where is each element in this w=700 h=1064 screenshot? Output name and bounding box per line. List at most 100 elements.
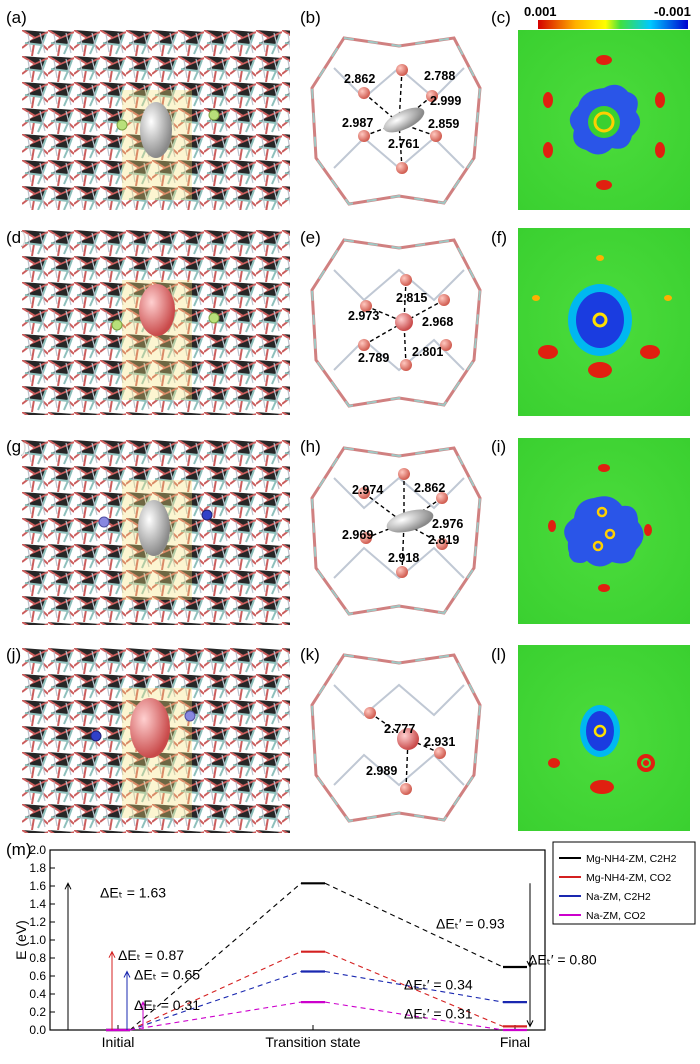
charge-density-map-i: [518, 438, 690, 624]
x-tick-label: Initial: [102, 1034, 135, 1050]
na-cation-icon: [90, 730, 102, 742]
mg-cation-icon: [208, 312, 220, 324]
distance-label: 2.859: [428, 117, 459, 131]
y-tick-label: 1.8: [29, 861, 46, 875]
panel-label-l: (l): [491, 645, 507, 664]
co2-molecule-icon: [139, 284, 175, 336]
distance-label: 2.761: [388, 137, 419, 151]
colorbar-left-label: 0.001: [524, 4, 557, 19]
panel-label-k: (k): [300, 645, 320, 664]
distance-label: 2.973: [348, 309, 379, 323]
y-axis-label: E (eV): [13, 920, 29, 960]
panel-label-c: (c): [491, 8, 511, 27]
colorbar-right-label: -0.001: [654, 4, 691, 19]
cage-structure-b: 2.862 2.788 2.999 2.987 2.859 2.761: [310, 36, 482, 206]
cage-structure-e: 2.815 2.973 2.968 2.789 2.801: [310, 238, 482, 408]
distance-label: 2.987: [342, 116, 373, 130]
delta-e-annotation: ΔEₜ′ = 0.34: [404, 977, 473, 993]
delta-e-annotation: ΔEₜ = 1.63: [100, 885, 166, 901]
delta-e-annotation: ΔEₜ′ = 0.93: [436, 915, 505, 931]
na-cation-icon: [184, 710, 196, 722]
distance-label: 2.788: [424, 69, 455, 83]
legend-entry: Mg-NH4-ZM, C2H2: [586, 853, 677, 865]
y-tick-label: 0.4: [29, 987, 46, 1001]
c2h2-molecule-icon: [386, 509, 434, 533]
energy-series: [106, 1001, 527, 1032]
distance-label: 2.999: [430, 94, 461, 108]
y-tick-label: 0.2: [29, 1005, 46, 1019]
path-segment: [129, 882, 302, 1031]
legend-entry: Na-ZM, C2H2: [586, 891, 651, 903]
panel-label-h: (h): [300, 437, 321, 456]
charge-density-map-f: [518, 228, 690, 416]
y-tick-label: 2.0: [29, 843, 46, 857]
arrow-head: [64, 882, 72, 890]
y-tick-label: 1.6: [29, 879, 46, 893]
y-tick-label: 0.0: [29, 1023, 46, 1037]
distance-label: 2.974: [352, 483, 383, 497]
arrow-head: [526, 1020, 534, 1028]
x-tick-label: Final: [500, 1034, 530, 1050]
panel-label-d: (d): [6, 228, 27, 247]
delta-e-annotation: ΔEₜ = 0.87: [118, 947, 184, 963]
legend-entry: Mg-NH4-ZM, CO2: [586, 872, 671, 884]
delta-e-annotation: ΔEₜ′ = 0.80: [528, 951, 597, 967]
plot-frame: [49, 849, 546, 1031]
path-segment: [129, 951, 302, 1031]
distance-label: 2.815: [396, 291, 427, 305]
distance-label: 2.777: [384, 722, 415, 736]
panel-label-a: (a): [6, 8, 27, 27]
distance-label: 2.862: [414, 481, 445, 495]
panel-label-b: (b): [300, 8, 321, 27]
co2-molecule-icon: [130, 698, 170, 758]
distance-label: 2.968: [422, 315, 453, 329]
y-tick-label: 1.2: [29, 915, 46, 929]
distance-label: 2.819: [428, 533, 459, 547]
distance-label: 2.862: [344, 72, 375, 86]
distance-label: 2.801: [412, 345, 443, 359]
cage-structure-h: 2.974 2.862 2.969 2.976 2.819 2.918: [310, 446, 482, 616]
co2-molecule-icon: [395, 313, 413, 331]
legend-entry: Na-ZM, CO2: [586, 910, 646, 922]
path-segment: [324, 970, 504, 1003]
delta-e-annotation: ΔEₜ = 0.31: [134, 997, 200, 1013]
c2h2-molecule-icon: [383, 107, 425, 133]
energy-series: [106, 970, 527, 1032]
y-tick-label: 0.8: [29, 951, 46, 965]
y-tick-label: 1.0: [29, 933, 46, 947]
path-segment: [324, 1001, 504, 1031]
charge-density-map-l: [518, 645, 690, 831]
c2h2-molecule-icon: [140, 102, 172, 158]
chart-legend: Mg-NH4-ZM, C2H2 Mg-NH4-ZM, CO2 Na-ZM, C2H2…: [552, 841, 696, 925]
arrow-head: [123, 970, 131, 978]
panel-label-j: (j): [6, 645, 22, 664]
mg-cation-icon: [111, 319, 123, 331]
colorbar-gradient: [538, 20, 688, 29]
framework-structure-d: [22, 230, 290, 415]
delta-e-annotation: ΔEₜ′ = 0.31: [404, 1005, 473, 1021]
path-segment: [324, 882, 504, 968]
panel-label-g: (g): [6, 437, 27, 456]
delta-e-annotation: ΔEₜ = 0.65: [134, 967, 200, 983]
na-cation-icon: [201, 509, 213, 521]
distance-label: 2.976: [432, 517, 463, 531]
co2-molecule-icon: [397, 728, 419, 750]
y-tick-label: 0.6: [29, 969, 46, 983]
framework-structure-g: [22, 440, 290, 625]
distance-label: 2.918: [388, 551, 419, 565]
panel-label-e: (e): [300, 228, 321, 247]
framework-structure-j: [22, 648, 290, 833]
energy-profile-chart: 0.0 0.2 0.4 0.6 0.8 1.0 1.2 1.4 1.6 1.8 2.0 E (eV) I…: [13, 841, 696, 1050]
arrow-head: [139, 1000, 147, 1009]
distance-label: 2.789: [358, 351, 389, 365]
panel-label-m: (m): [6, 840, 32, 859]
mg-cation-icon: [116, 119, 128, 131]
panel-label-i: (i): [491, 437, 507, 456]
distance-label: 2.989: [366, 764, 397, 778]
distance-label: 2.969: [342, 528, 373, 542]
chart-axes: 0.0 0.2 0.4 0.6 0.8 1.0 1.2 1.4 1.6 1.8 2.0 E (eV) I…: [13, 843, 546, 1050]
framework-structure-a: [22, 30, 290, 210]
path-segment: [129, 970, 302, 1031]
energy-series: [106, 950, 527, 1032]
colorbar: [538, 20, 688, 29]
